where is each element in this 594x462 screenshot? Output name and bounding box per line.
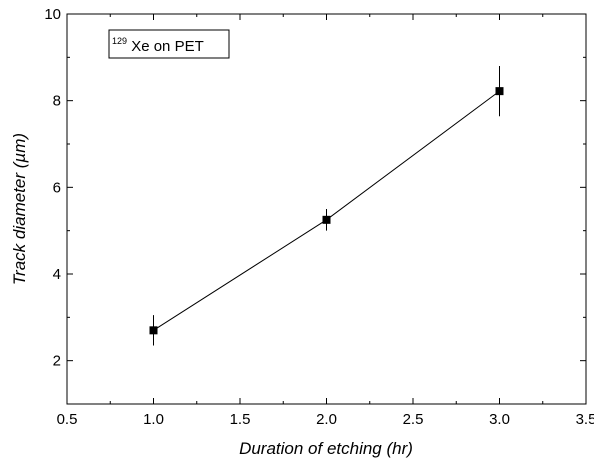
legend-superscript: 129: [112, 36, 127, 46]
x-tick-label: 3.0: [489, 411, 510, 428]
y-axis-title-prefix: Track diameter (: [10, 160, 29, 285]
y-axis-title-suffix: ): [10, 133, 29, 141]
x-tick-label: 2.5: [403, 411, 424, 428]
data-point: [322, 215, 331, 224]
axis-ticks: [66, 13, 587, 404]
x-tick-labels: 0.5 1.0 1.5 2.0 2.5 3.0 3.5: [57, 411, 594, 428]
x-axis-title: Duration of etching (hr): [239, 439, 413, 458]
legend-label: 129 Xe on PET: [112, 36, 204, 55]
legend-text: Xe on PET: [127, 38, 204, 55]
y-tick-label: 6: [53, 179, 61, 196]
x-tick-label: 1.5: [230, 411, 251, 428]
y-tick-label: 2: [53, 353, 61, 370]
data-point: [149, 326, 158, 335]
y-tick-label: 10: [44, 6, 61, 23]
x-tick-label: 0.5: [57, 411, 78, 428]
y-tick-label: 4: [53, 266, 61, 283]
x-tick-label: 3.5: [576, 411, 594, 428]
x-tick-label: 2.0: [316, 411, 337, 428]
y-axis-title-unit: µm: [10, 139, 29, 164]
y-tick-labels: 2 4 6 8 10: [44, 6, 61, 370]
x-tick-label: 1.0: [143, 411, 164, 428]
y-tick-label: 8: [53, 93, 61, 110]
legend: 129 Xe on PET: [108, 29, 230, 59]
y-axis-title: Track diameter (µm): [10, 133, 29, 285]
data-point: [495, 87, 504, 96]
legend-box: [108, 29, 230, 59]
series-layer: [149, 66, 504, 346]
